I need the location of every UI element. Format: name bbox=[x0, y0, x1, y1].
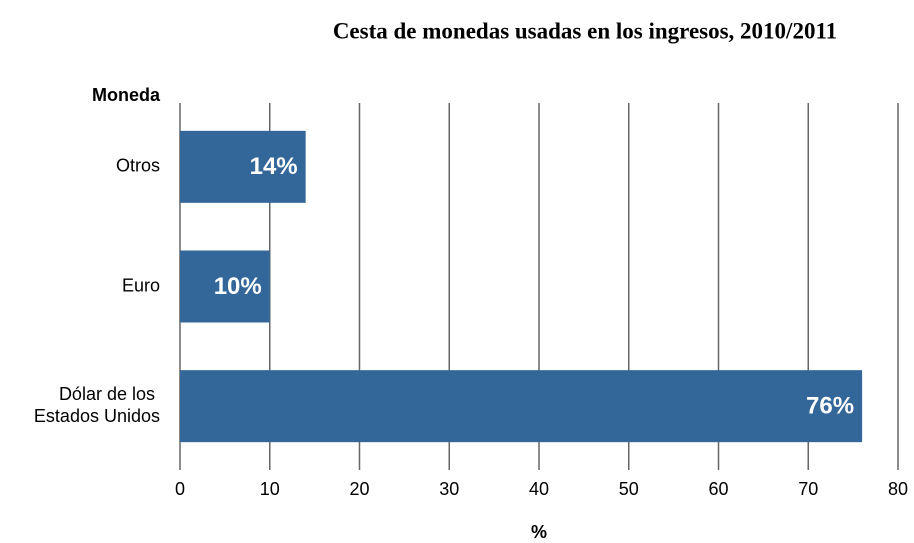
x-tick-label: 70 bbox=[798, 479, 818, 499]
bar bbox=[180, 370, 863, 443]
value-label: 76% bbox=[806, 393, 854, 420]
x-tick-label: 80 bbox=[888, 479, 908, 499]
x-tick-label: 50 bbox=[619, 479, 639, 499]
value-label: 10% bbox=[214, 273, 262, 300]
label-line: Dólar de los bbox=[59, 384, 160, 404]
bar bbox=[180, 250, 270, 323]
x-tick-label: 10 bbox=[260, 479, 280, 499]
bar bbox=[180, 130, 306, 203]
x-tick-label: 20 bbox=[349, 479, 369, 499]
y-axis-label: Moneda bbox=[92, 85, 161, 105]
x-tick-label: 40 bbox=[529, 479, 549, 499]
x-axis-label: % bbox=[531, 522, 547, 542]
y-tick-label: Otros bbox=[116, 156, 160, 176]
x-tick-label: 0 bbox=[175, 479, 185, 499]
y-tick-label: Euro bbox=[122, 275, 160, 295]
y-tick-label: Dólar de los Estados Unidos bbox=[34, 384, 160, 426]
x-tick-label: 60 bbox=[708, 479, 728, 499]
x-tick-label: 30 bbox=[439, 479, 459, 499]
label-line: Estados Unidos bbox=[34, 406, 160, 426]
chart-title: Cesta de monedas usadas en los ingresos,… bbox=[333, 18, 837, 43]
value-label: 14% bbox=[250, 153, 298, 180]
